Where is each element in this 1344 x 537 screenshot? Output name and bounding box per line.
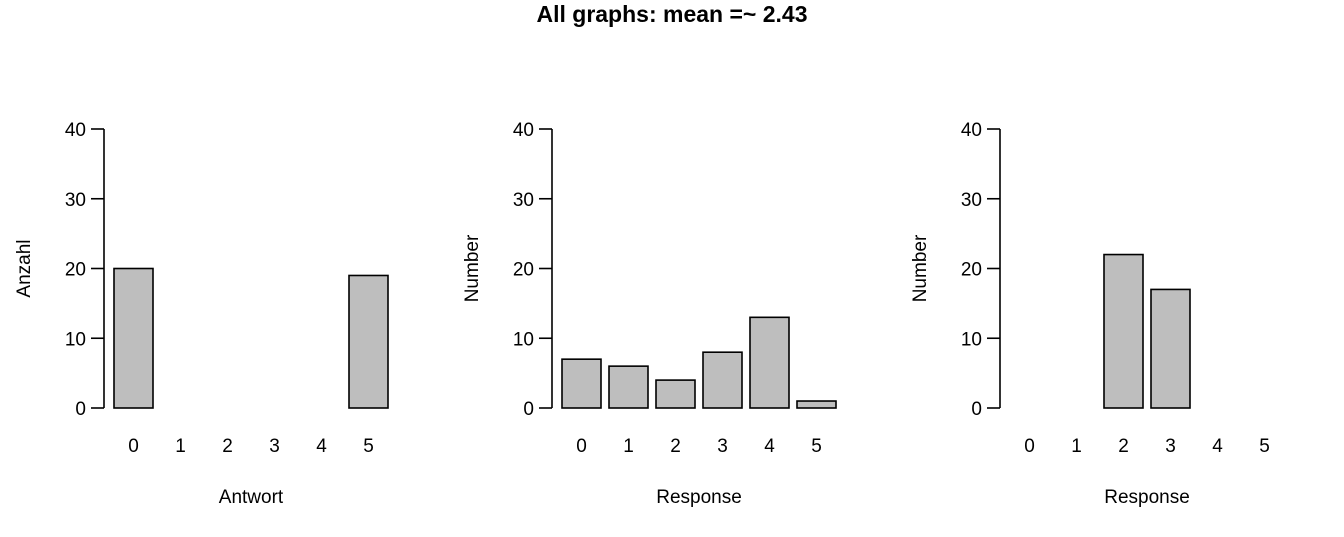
bar-5: [796, 400, 837, 409]
x-tick-label: 3: [717, 436, 728, 457]
bar-5: [348, 274, 389, 409]
chart-panel-2: 0 10 20 30 40 0 1 2 3 4 5 Response Number: [462, 120, 837, 508]
x-axis-label: Antwort: [219, 487, 284, 508]
y-tick-label: 20: [513, 260, 534, 281]
y-tick-label: 20: [65, 260, 86, 281]
x-tick-label: 2: [222, 436, 233, 457]
bar-2: [655, 379, 696, 409]
y-tick-label: 10: [513, 329, 534, 350]
y-tick-label: 10: [961, 329, 982, 350]
y-tick-label: 40: [961, 120, 982, 141]
x-tick-label: 1: [175, 436, 186, 457]
y-tick-label: 40: [513, 120, 534, 141]
x-tick-label: 0: [1024, 436, 1035, 457]
x-tick-label: 1: [1071, 436, 1082, 457]
x-tick-label: 5: [363, 436, 374, 457]
x-tick-label: 4: [316, 436, 327, 457]
x-tick-label: 5: [811, 436, 822, 457]
bar-2: [1103, 253, 1144, 409]
y-tick-label: 0: [75, 399, 86, 420]
bar-3: [702, 351, 743, 409]
y-tick-label: 30: [961, 190, 982, 211]
x-axis-label: Response: [656, 487, 742, 508]
y-tick-label: 40: [65, 120, 86, 141]
y-tick-label: 0: [523, 399, 534, 420]
x-tick-label: 1: [623, 436, 634, 457]
y-axis-label: Number: [910, 234, 931, 302]
x-tick-label: 3: [1165, 436, 1176, 457]
y-axis-label: Anzahl: [14, 239, 35, 297]
chart-panel-1: 0 10 20 30 40 0 1 2 3 4 5 Antwort Anzahl: [14, 120, 389, 508]
y-tick-label: 30: [65, 190, 86, 211]
bar-3: [1150, 288, 1191, 409]
y-axis-label: Number: [462, 234, 483, 302]
x-tick-label: 0: [576, 436, 587, 457]
x-tick-label: 4: [1212, 436, 1223, 457]
x-axis-label: Response: [1104, 487, 1190, 508]
bar-1: [608, 365, 649, 409]
y-tick-label: 0: [971, 399, 982, 420]
x-tick-label: 2: [670, 436, 681, 457]
x-tick-label: 4: [764, 436, 775, 457]
y-tick-label: 20: [961, 260, 982, 281]
y-tick-label: 10: [65, 329, 86, 350]
chart-panel-3: 0 10 20 30 40 0 1 2 3 4 5 Response Number: [910, 120, 1270, 508]
y-tick-label: 30: [513, 190, 534, 211]
figure-title: All graphs: mean =~ 2.43: [536, 1, 807, 27]
bar-4: [749, 316, 790, 409]
x-tick-label: 3: [269, 436, 280, 457]
x-tick-label: 0: [128, 436, 139, 457]
bar-0: [113, 267, 154, 409]
x-tick-label: 2: [1118, 436, 1129, 457]
x-tick-label: 5: [1259, 436, 1270, 457]
bar-0: [561, 358, 602, 409]
